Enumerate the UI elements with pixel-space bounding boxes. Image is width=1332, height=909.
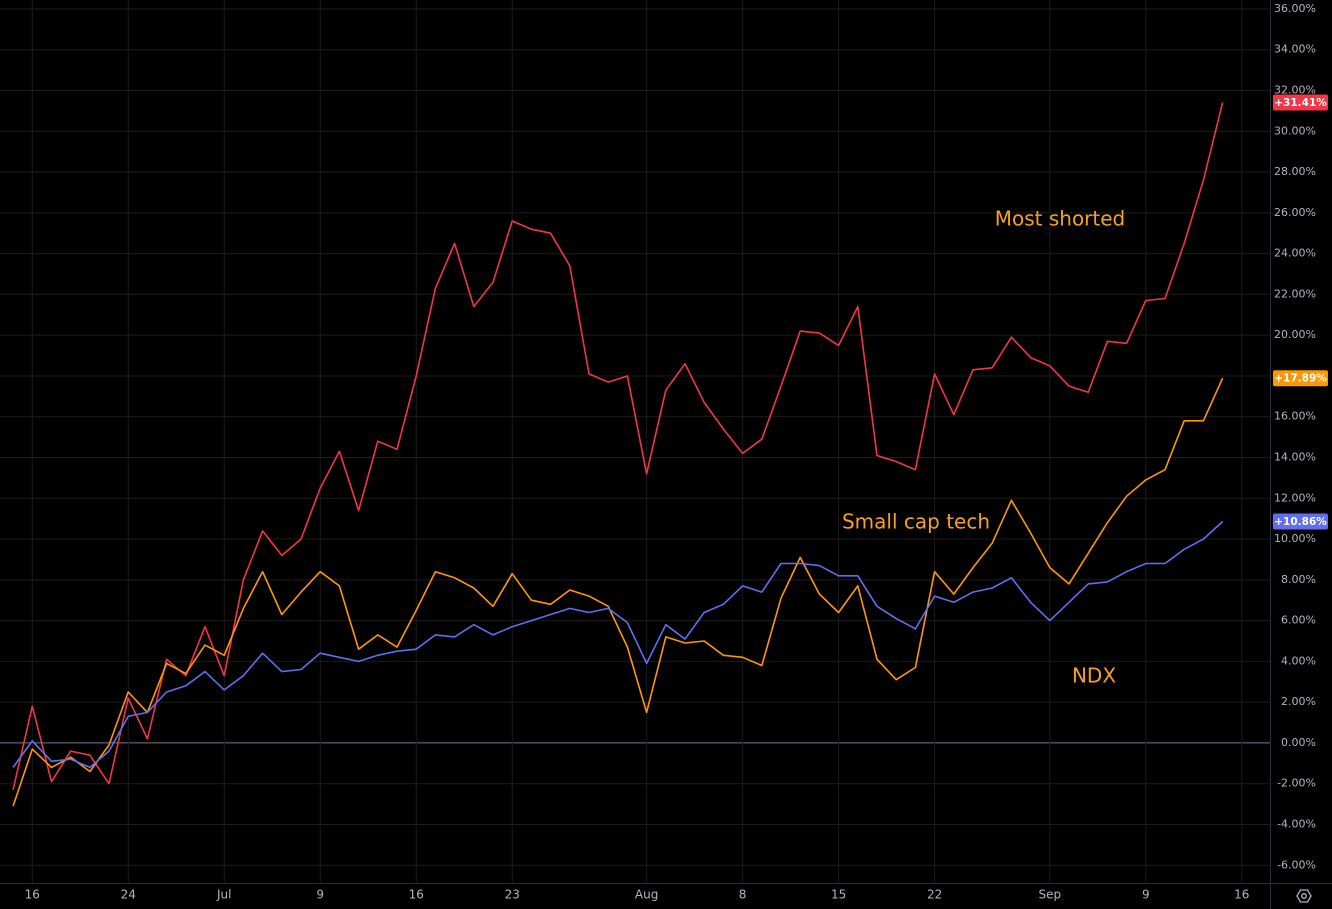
series-annotation: Small cap tech [842, 510, 990, 534]
y-tick-label: -6.00% [1277, 858, 1316, 871]
y-tick-label: 34.00% [1274, 43, 1316, 56]
x-tick-label: 23 [505, 888, 520, 902]
labels: -6.00% -4.00% -2.00% 0.00% 2.00% 4.00% 6.00% 8.… [25, 2, 1328, 902]
y-tick-label: 30.00% [1274, 124, 1316, 137]
y-tick-label: -4.00% [1277, 817, 1316, 830]
y-tick-label: 12.00% [1274, 491, 1316, 504]
plot [12, 102, 1224, 807]
y-tick-label: 8.00% [1281, 573, 1316, 586]
y-tick-label: 24.00% [1274, 247, 1316, 260]
x-tick-label: 16 [409, 888, 424, 902]
series-line [12, 102, 1224, 790]
x-tick-label: 16 [1234, 888, 1249, 902]
y-tick-label: 4.00% [1281, 654, 1316, 667]
last-value-badge [1273, 370, 1328, 387]
x-tick-label: 24 [121, 888, 136, 902]
x-tick-label: 9 [1142, 888, 1150, 902]
last-value-label: +31.41% [1274, 97, 1327, 109]
x-tick-label: 9 [316, 888, 324, 902]
x-tick-label: Sep [1038, 888, 1061, 902]
x-tick-label: 16 [25, 888, 40, 902]
last-value-badge [1273, 94, 1328, 111]
grid [0, 0, 1270, 883]
y-tick-label: 14.00% [1274, 451, 1316, 464]
y-tick-label: 10.00% [1274, 532, 1316, 545]
y-tick-label: 26.00% [1274, 206, 1316, 219]
y-tick-label: 28.00% [1274, 165, 1316, 178]
y-tick-label: 0.00% [1281, 736, 1316, 749]
y-tick-label: 32.00% [1274, 84, 1316, 97]
series-annotation: NDX [1072, 664, 1116, 688]
x-tick-label: 8 [739, 888, 747, 902]
y-tick-label: 6.00% [1281, 614, 1316, 627]
x-tick-label: 15 [831, 888, 846, 902]
y-tick-label: 16.00% [1274, 410, 1316, 423]
y-tick-label: 2.00% [1281, 695, 1316, 708]
x-tick-label: 22 [927, 888, 942, 902]
settings-icon[interactable] [1296, 889, 1312, 903]
series-line [12, 377, 1224, 807]
settings-dot [1301, 893, 1307, 899]
y-tick-label: -2.00% [1277, 777, 1316, 790]
x-tick-label: Aug [635, 888, 658, 902]
last-value-badge [1273, 513, 1328, 530]
last-value-label: +17.89% [1274, 373, 1327, 385]
y-tick-label: 20.00% [1274, 328, 1316, 341]
series-annotation: Most shorted [995, 207, 1126, 231]
x-tick-label: Jul [216, 888, 231, 902]
settings-hex [1296, 889, 1312, 903]
y-tick-label: 36.00% [1274, 2, 1316, 15]
last-value-label: +10.86% [1274, 516, 1327, 528]
series-line [12, 520, 1224, 769]
y-tick-label: 22.00% [1274, 287, 1316, 300]
